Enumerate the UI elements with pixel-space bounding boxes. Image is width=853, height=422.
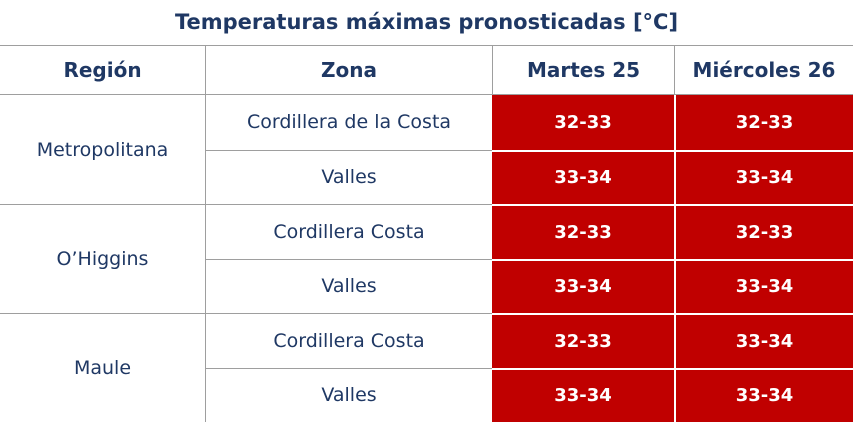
temperature-cell: 33-34 [674, 367, 853, 422]
zone-cell: Valles [205, 149, 492, 204]
zone-cell: Valles [205, 367, 492, 422]
temperature-cell: 33-34 [674, 313, 853, 368]
temperature-cell: 32-33 [492, 204, 674, 259]
table-title: Temperaturas máximas pronosticadas [°C] [174, 10, 679, 34]
temperature-cell: 33-34 [492, 149, 674, 204]
header-cell: Martes 25 [492, 45, 674, 95]
zone-cell: Cordillera de la Costa [205, 95, 492, 150]
region-cell: O’Higgins [0, 204, 205, 313]
zone-cell: Valles [205, 258, 492, 313]
temperature-cell: 32-33 [492, 95, 674, 150]
zone-cell: Cordillera Costa [205, 204, 492, 259]
temperature-cell: 32-33 [492, 313, 674, 368]
temperature-cell: 33-34 [674, 258, 853, 313]
region-cell: Metropolitana [36, 138, 169, 161]
temperature-cell: 33-34 [492, 367, 674, 422]
temperature-cell: 33-34 [674, 149, 853, 204]
header-cell: Región [0, 45, 205, 95]
header-cell: Zona [205, 45, 492, 95]
temperature-cell: 33-34 [492, 258, 674, 313]
region-cell: Maule [0, 313, 205, 422]
temperature-cell: 32-33 [674, 95, 853, 150]
zone-cell: Cordillera Costa [205, 313, 492, 368]
temperature-cell: 32-33 [674, 204, 853, 259]
header-cell: Miércoles 26 [674, 45, 853, 95]
